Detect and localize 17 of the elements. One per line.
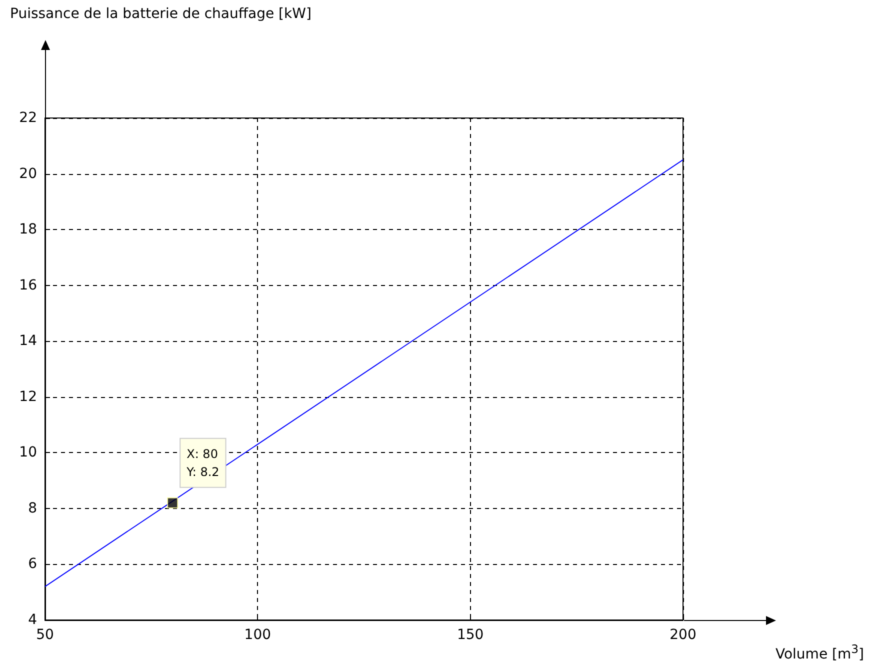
annotation: X: 80 Y: 8.2	[186, 446, 220, 479]
y-tick-label: 4	[28, 612, 38, 628]
x-tick-label: 200	[670, 627, 696, 643]
y-tick-label: 8	[28, 500, 37, 516]
text: Volume [m$^{3}$]	[775, 642, 864, 663]
y-tick-label: 20	[19, 166, 37, 182]
y-tick-label: 10	[19, 444, 37, 461]
text: Puissance de la batterie de chauffage [kW]	[10, 6, 312, 22]
x-tick-label: 50	[36, 627, 54, 643]
y-tick-label: 14	[19, 333, 38, 350]
x-tick-label: 150	[456, 627, 484, 643]
x-tick-label: 100	[244, 627, 272, 643]
y-tick-label: 16	[19, 277, 38, 294]
y-tick-label: 12	[19, 388, 37, 405]
y-tick-label: 22	[19, 110, 37, 126]
y-tick-label: 18	[19, 222, 37, 238]
y-tick-label: 6	[28, 556, 38, 572]
